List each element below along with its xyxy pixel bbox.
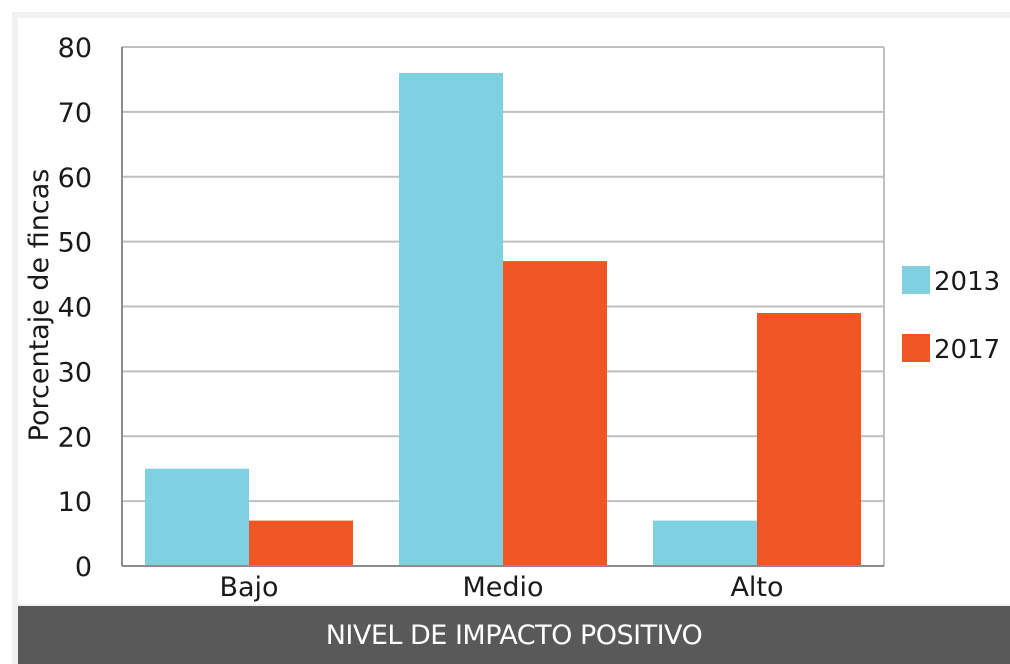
x-category-labels: Bajo Medio Alto — [219, 572, 783, 603]
x-axis-label-text: NIVEL DE IMPACTO POSITIVO — [325, 619, 703, 651]
bar-2017-medio — [503, 261, 607, 566]
bars — [145, 72, 861, 566]
x-category-label-medio: Medio — [462, 572, 543, 603]
bar-2013-medio — [399, 72, 503, 566]
legend-swatch-2013 — [902, 266, 930, 294]
y-tick-label-50: 50 — [58, 228, 92, 259]
y-tick-label-20: 20 — [58, 422, 92, 453]
bar-2017-alto — [757, 312, 861, 566]
y-tick-label-80: 80 — [58, 33, 92, 64]
y-tick-label-40: 40 — [58, 293, 92, 324]
x-category-label-bajo: Bajo — [219, 572, 278, 603]
bar-2017-bajo — [249, 520, 353, 566]
y-tick-labels: 0 10 20 30 40 50 60 70 80 — [58, 33, 92, 583]
legend-swatch-2017 — [902, 334, 930, 362]
legend-label-2017: 2017 — [934, 335, 1000, 365]
y-axis-label: Porcentaje de fincas — [24, 169, 55, 442]
y-tick-label-0: 0 — [75, 552, 92, 583]
y-tick-label-10: 10 — [58, 487, 92, 518]
axes — [121, 47, 885, 567]
bar-2013-bajo — [145, 468, 249, 566]
y-tick-label-30: 30 — [58, 357, 92, 388]
x-axis-label: NIVEL DE IMPACTO POSITIVO — [18, 606, 1010, 664]
y-tick-label-60: 60 — [58, 163, 92, 194]
legend-label-2013: 2013 — [934, 267, 1000, 297]
y-tick-label-70: 70 — [58, 98, 92, 129]
legend: 2013 2017 — [902, 266, 1000, 365]
bar-2013-alto — [653, 520, 757, 566]
x-category-label-alto: Alto — [730, 572, 783, 603]
